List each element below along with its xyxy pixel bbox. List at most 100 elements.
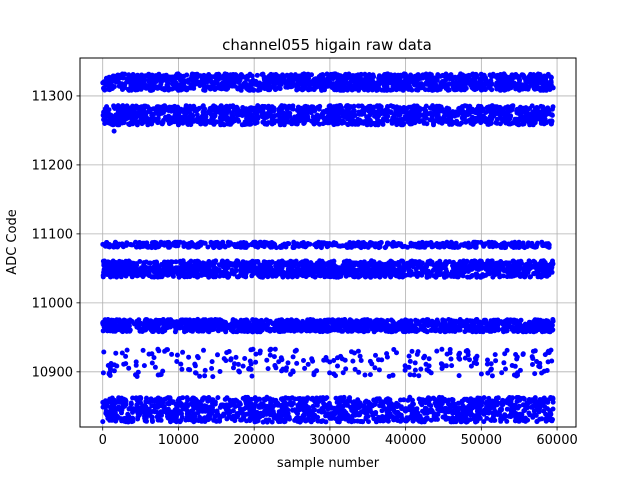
data-point [291, 117, 297, 123]
data-point [452, 85, 458, 91]
data-point [297, 271, 302, 277]
data-point [355, 78, 361, 84]
data-point [235, 110, 241, 116]
data-point [548, 121, 554, 127]
data-point [313, 244, 319, 250]
data-point [164, 77, 170, 83]
data-point [256, 267, 262, 273]
data-point [335, 77, 341, 82]
data-point [521, 121, 527, 127]
data-point [185, 244, 191, 250]
data-point [432, 75, 438, 81]
data-point [143, 265, 149, 270]
data-point [520, 241, 526, 247]
data-point [131, 81, 137, 87]
data-point [444, 273, 450, 279]
data-point [157, 77, 163, 83]
data-point [223, 116, 229, 122]
data-point [220, 121, 226, 127]
data-point [550, 104, 556, 110]
data-point [493, 241, 499, 247]
data-point [192, 77, 198, 83]
data-point [421, 119, 427, 125]
data-point [248, 263, 254, 269]
data-point [478, 120, 484, 126]
data-point [375, 105, 381, 110]
data-point [324, 77, 330, 83]
data-point [512, 259, 518, 265]
data-point [111, 263, 117, 269]
data-point [410, 105, 416, 110]
data-point [276, 259, 282, 265]
data-point [262, 260, 268, 266]
data-point [151, 111, 157, 117]
data-point [147, 260, 153, 266]
data-point [361, 262, 367, 268]
data-point [181, 244, 187, 249]
data-point [352, 113, 358, 118]
data-point [361, 270, 367, 276]
data-point [151, 79, 156, 85]
data-point [305, 71, 311, 77]
data-point [504, 274, 510, 280]
data-point [244, 76, 250, 82]
data-point [279, 103, 285, 109]
data-point [290, 268, 296, 274]
data-point [415, 107, 421, 113]
data-point [362, 244, 368, 250]
data-point [201, 109, 207, 115]
data-point [351, 83, 357, 89]
data-point [343, 243, 349, 249]
data-point [447, 121, 453, 127]
data-point [132, 76, 137, 82]
data-point [400, 120, 406, 126]
data-point [427, 71, 433, 77]
data-point [286, 103, 292, 109]
data-point [116, 75, 122, 81]
data-point [146, 77, 152, 83]
data-point [211, 86, 217, 92]
data-point [338, 265, 344, 271]
data-point [524, 84, 530, 90]
data-point [531, 244, 537, 250]
data-point [331, 241, 337, 246]
data-point [378, 240, 384, 246]
data-point [395, 262, 401, 268]
data-point [372, 241, 378, 247]
data-point [392, 241, 398, 247]
data-point [529, 103, 535, 109]
data-point [408, 79, 413, 85]
data-point [165, 84, 171, 90]
data-point [332, 108, 338, 114]
data-point [281, 78, 287, 84]
data-point [268, 71, 274, 77]
data-point [116, 122, 122, 128]
data-point [457, 105, 463, 111]
data-point [515, 106, 521, 112]
data-point [493, 83, 499, 89]
data-point [443, 86, 449, 91]
data-point [184, 273, 190, 279]
data-point [139, 120, 145, 126]
data-point [138, 265, 144, 271]
data-point [214, 80, 220, 86]
data-point [243, 81, 249, 87]
data-point [367, 85, 373, 91]
data-point [278, 81, 284, 87]
data-point [483, 110, 489, 115]
data-point [205, 119, 211, 125]
data-point [321, 109, 327, 115]
data-point [211, 118, 217, 124]
data-point [180, 86, 186, 92]
data-point [109, 115, 115, 121]
data-point [217, 108, 223, 113]
data-point [411, 115, 417, 121]
data-point [268, 268, 274, 274]
data-point [487, 85, 493, 91]
data-point [459, 263, 465, 269]
data-point [212, 260, 218, 266]
data-point [262, 121, 268, 127]
data-point [382, 274, 388, 279]
data-point [483, 77, 489, 83]
data-point [543, 119, 549, 125]
